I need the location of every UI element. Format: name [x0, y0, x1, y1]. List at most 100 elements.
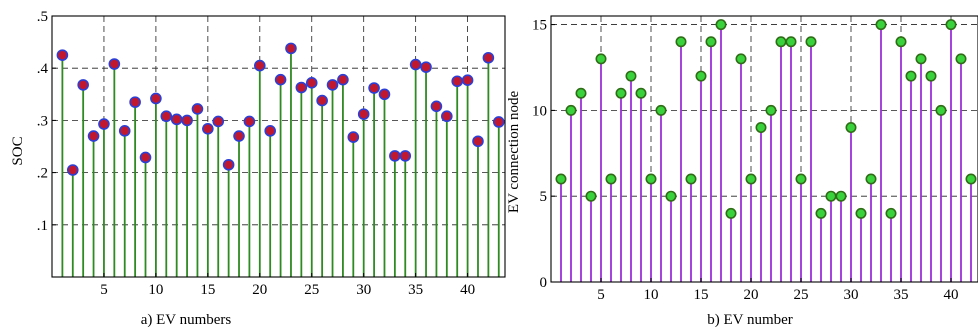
chart-a-x-tick-label: 40: [460, 282, 475, 298]
chart-a-data-point: [337, 73, 349, 86]
chart-b-x-tick-label: 15: [694, 287, 709, 303]
chart-b-data-point: [835, 190, 847, 202]
chart-a-data-point: [482, 51, 495, 64]
chart-b-grid: [551, 16, 978, 282]
chart-a-x-tick-label: 25: [304, 282, 319, 298]
chart-a-data-point: [56, 49, 69, 61]
chart-a-data-point: [420, 61, 432, 73]
chart-a-data-point: [347, 131, 360, 143]
chart-b-data-point: [765, 104, 777, 116]
chart-a-data-point: [253, 59, 266, 72]
chart-b-data-point: [555, 173, 567, 185]
chart-a-data-point: [233, 130, 245, 142]
chart-a-x-tick-label: 10: [148, 282, 163, 298]
chart-b-x-tick-label: 30: [844, 287, 859, 303]
chart-a-data-point: [150, 92, 162, 105]
chart-b-ticks: 5 10 15 20 25 30 35 40 0 5 10 15: [532, 18, 959, 303]
chart-b-data-point: [915, 53, 927, 65]
chart-a-data-point: [222, 158, 235, 171]
chart-b-data-point: [715, 19, 727, 31]
chart-b-data-point: [905, 70, 917, 82]
chart-a-data-point: [98, 118, 110, 130]
chart-a-x-tick-label: 35: [408, 282, 423, 298]
chart-b-data-point: [805, 36, 817, 48]
chart-b-data-point: [895, 36, 907, 48]
chart-b-data-point: [925, 70, 937, 82]
chart-b-data-point: [655, 104, 667, 116]
chart-a-y-tick-label: .1: [37, 218, 48, 234]
chart-b-data-point: [875, 19, 887, 31]
chart-a-data-point: [430, 100, 443, 113]
chart-b-data-point: [565, 104, 577, 116]
chart-a-data-point: [305, 77, 318, 89]
chart-a-data-point: [274, 73, 287, 86]
chart-a-data-point: [202, 122, 214, 135]
chart-a-x-axis-label: a) EV numbers: [141, 312, 232, 328]
chart-b-markers: [555, 19, 977, 219]
chart-b-data-point: [585, 190, 597, 202]
chart-a-data-point: [118, 125, 131, 137]
chart-a-data-point: [87, 130, 100, 142]
chart-a-y-tick-label: .5: [37, 9, 48, 25]
chart-a-data-point: [451, 75, 464, 88]
chart-b-data-point: [625, 70, 637, 82]
chart-a-data-point: [399, 150, 412, 162]
chart-a-markers: [56, 42, 505, 176]
soc-stem-chart: 5 10 15 20 25 30 35 40 .1 .2 .3 .4 .5 a) EV numbers SO…: [10, 9, 506, 328]
chart-b-y-tick-label: 10: [532, 103, 547, 119]
chart-b-data-point: [885, 207, 897, 219]
chart-b-y-tick-label: 0: [540, 275, 548, 291]
chart-a-data-point: [285, 42, 297, 55]
chart-b-data-point: [815, 207, 827, 219]
chart-a-data-point: [441, 110, 453, 123]
chart-a-y-tick-label: .3: [37, 113, 48, 129]
chart-b-data-point: [685, 173, 697, 185]
chart-b-plot-frame: [550, 15, 978, 283]
chart-b-data-point: [865, 173, 877, 185]
chart-b-data-point: [675, 36, 687, 48]
chart-a-data-point: [108, 58, 121, 70]
chart-b-data-point: [945, 19, 957, 31]
chart-a-ticks: 5 10 15 20 25 30 35 40 .1 .2 .3 .4 .5: [37, 9, 475, 298]
chart-b-x-tick-label: 5: [597, 287, 605, 303]
chart-b-data-point: [955, 53, 967, 65]
chart-b-y-tick-label: 5: [540, 189, 548, 205]
chart-b-data-point: [615, 87, 627, 99]
chart-a-data-point: [181, 114, 193, 127]
chart-b-y-tick-label: 15: [532, 18, 547, 34]
chart-a-data-point: [368, 82, 380, 94]
chart-a-data-point: [326, 79, 339, 91]
chart-b-x-tick-label: 10: [644, 287, 659, 303]
chart-b-data-point: [705, 36, 717, 48]
chart-a-data-point: [461, 74, 474, 87]
chart-a-data-point: [129, 96, 141, 108]
chart-a-x-tick-label: 15: [200, 282, 215, 298]
chart-a-data-point: [170, 113, 183, 126]
chart-b-data-point: [825, 190, 837, 202]
chart-b-x-axis-label: b) EV number: [707, 312, 793, 328]
chart-a-data-point: [389, 150, 401, 162]
chart-a-stems: [61, 48, 500, 277]
chart-b-data-point: [755, 122, 767, 134]
chart-b-data-point: [595, 53, 607, 65]
chart-b-data-point: [725, 207, 737, 219]
chart-b-stems: [560, 24, 972, 282]
chart-b-x-tick-label: 40: [944, 287, 959, 303]
chart-b-data-point: [795, 173, 807, 185]
chart-a-x-tick-label: 5: [100, 282, 108, 298]
chart-b-data-point: [785, 36, 797, 48]
chart-b-data-point: [695, 70, 707, 82]
chart-a-data-point: [66, 164, 79, 176]
chart-a-data-point: [409, 58, 422, 71]
chart-b-data-point: [775, 36, 787, 48]
chart-b-x-tick-label: 35: [894, 287, 909, 303]
chart-a-data-point: [295, 81, 308, 94]
chart-a-data-point: [472, 135, 484, 148]
chart-a-data-point: [77, 79, 89, 91]
chart-a-data-point: [243, 115, 256, 128]
chart-b-data-point: [605, 173, 617, 185]
chart-a-x-tick-label: 30: [356, 282, 371, 298]
chart-a-data-point: [316, 94, 328, 107]
chart-b-data-point: [855, 207, 867, 219]
